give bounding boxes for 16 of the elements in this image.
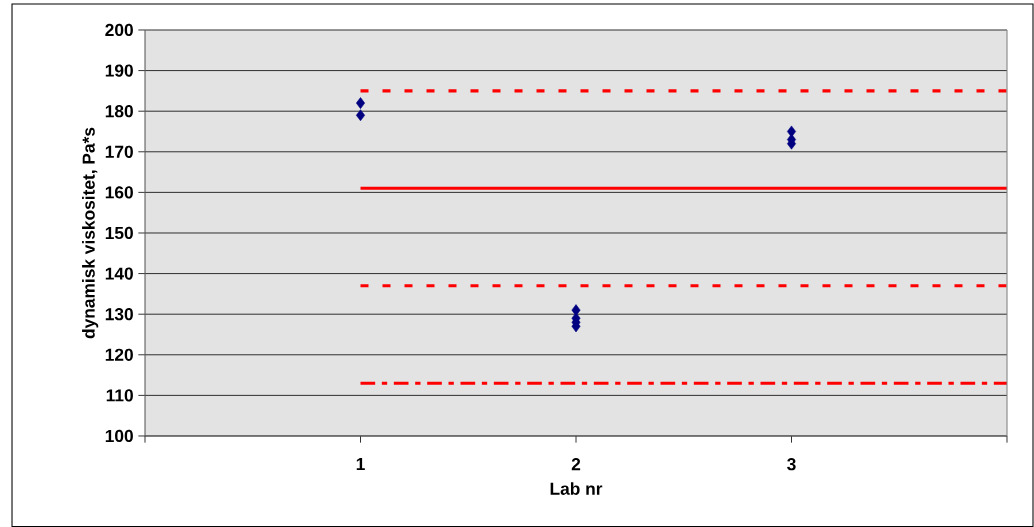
y-axis-title: dynamisk viskositet, Pa*s	[82, 127, 99, 339]
y-tick-label: 110	[106, 389, 133, 402]
y-tick-label: 170	[105, 145, 133, 158]
x-axis-title: Lab nr	[550, 482, 603, 495]
y-tick-label: 190	[105, 64, 133, 77]
x-tick-label: 2	[571, 458, 581, 471]
x-tick-label: 3	[787, 458, 796, 471]
y-tick-label: 100	[105, 429, 133, 443]
y-tick-label: 130	[105, 308, 133, 321]
y-tick-label: 140	[105, 267, 133, 280]
y-tick-label: 180	[105, 105, 133, 118]
y-tick-label: 160	[105, 186, 133, 199]
y-tick-label: 150	[105, 226, 133, 240]
y-tick-label: 200	[105, 23, 133, 37]
x-tick-label: 1	[356, 458, 365, 470]
y-tick-label: 120	[105, 348, 133, 361]
